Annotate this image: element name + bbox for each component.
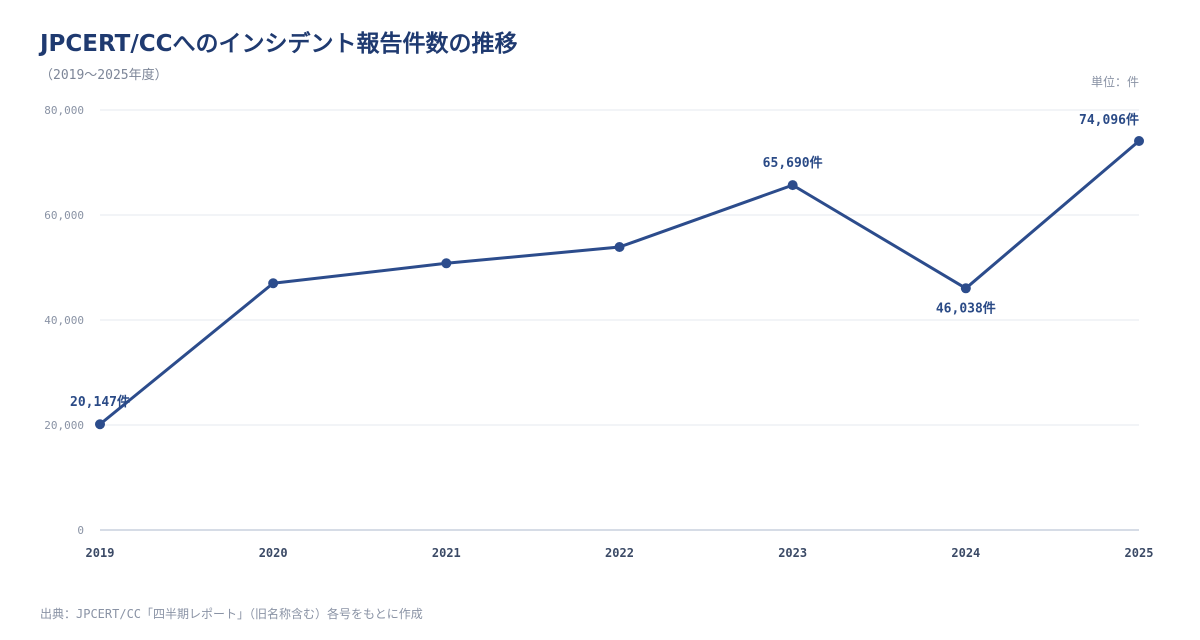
data-label: 65,690件 [763, 155, 823, 171]
y-tick-label: 80,000 [44, 104, 84, 117]
x-tick-label: 2024 [951, 546, 980, 560]
series-line [98, 139, 1141, 426]
chart-subtitle: （2019～2025年度） [40, 68, 168, 83]
data-label: 46,038件 [936, 300, 996, 316]
x-tick-label: 2021 [432, 546, 461, 560]
source-note: 出典：JPCERT/CC「四半期レポート」（旧名称含む）各号をもとに作成 [40, 607, 423, 621]
x-tick-label: 2023 [778, 546, 807, 560]
x-tick-label: 2019 [86, 546, 115, 560]
x-tick-label: 2020 [259, 546, 288, 560]
data-label: 74,096件 [1079, 112, 1139, 128]
data-point [95, 419, 105, 430]
data-point [614, 242, 625, 253]
x-tick-label: 2025 [1125, 546, 1154, 560]
data-point [268, 278, 279, 289]
unit-label: 単位：件 [1090, 75, 1139, 89]
chart-title: JPCERT/CCへのインシデント報告件数の推移 [40, 31, 518, 57]
y-tick-label: 20,000 [44, 419, 84, 432]
x-tick-label: 2022 [605, 546, 634, 560]
y-tick-label: 0 [77, 524, 84, 537]
data-point [1134, 135, 1144, 146]
data-point [960, 283, 971, 294]
data-point [441, 258, 452, 269]
data-point [787, 180, 798, 191]
data-label: 20,147件 [70, 394, 130, 410]
y-tick-label: 60,000 [44, 209, 84, 222]
y-tick-label: 40,000 [44, 314, 84, 327]
